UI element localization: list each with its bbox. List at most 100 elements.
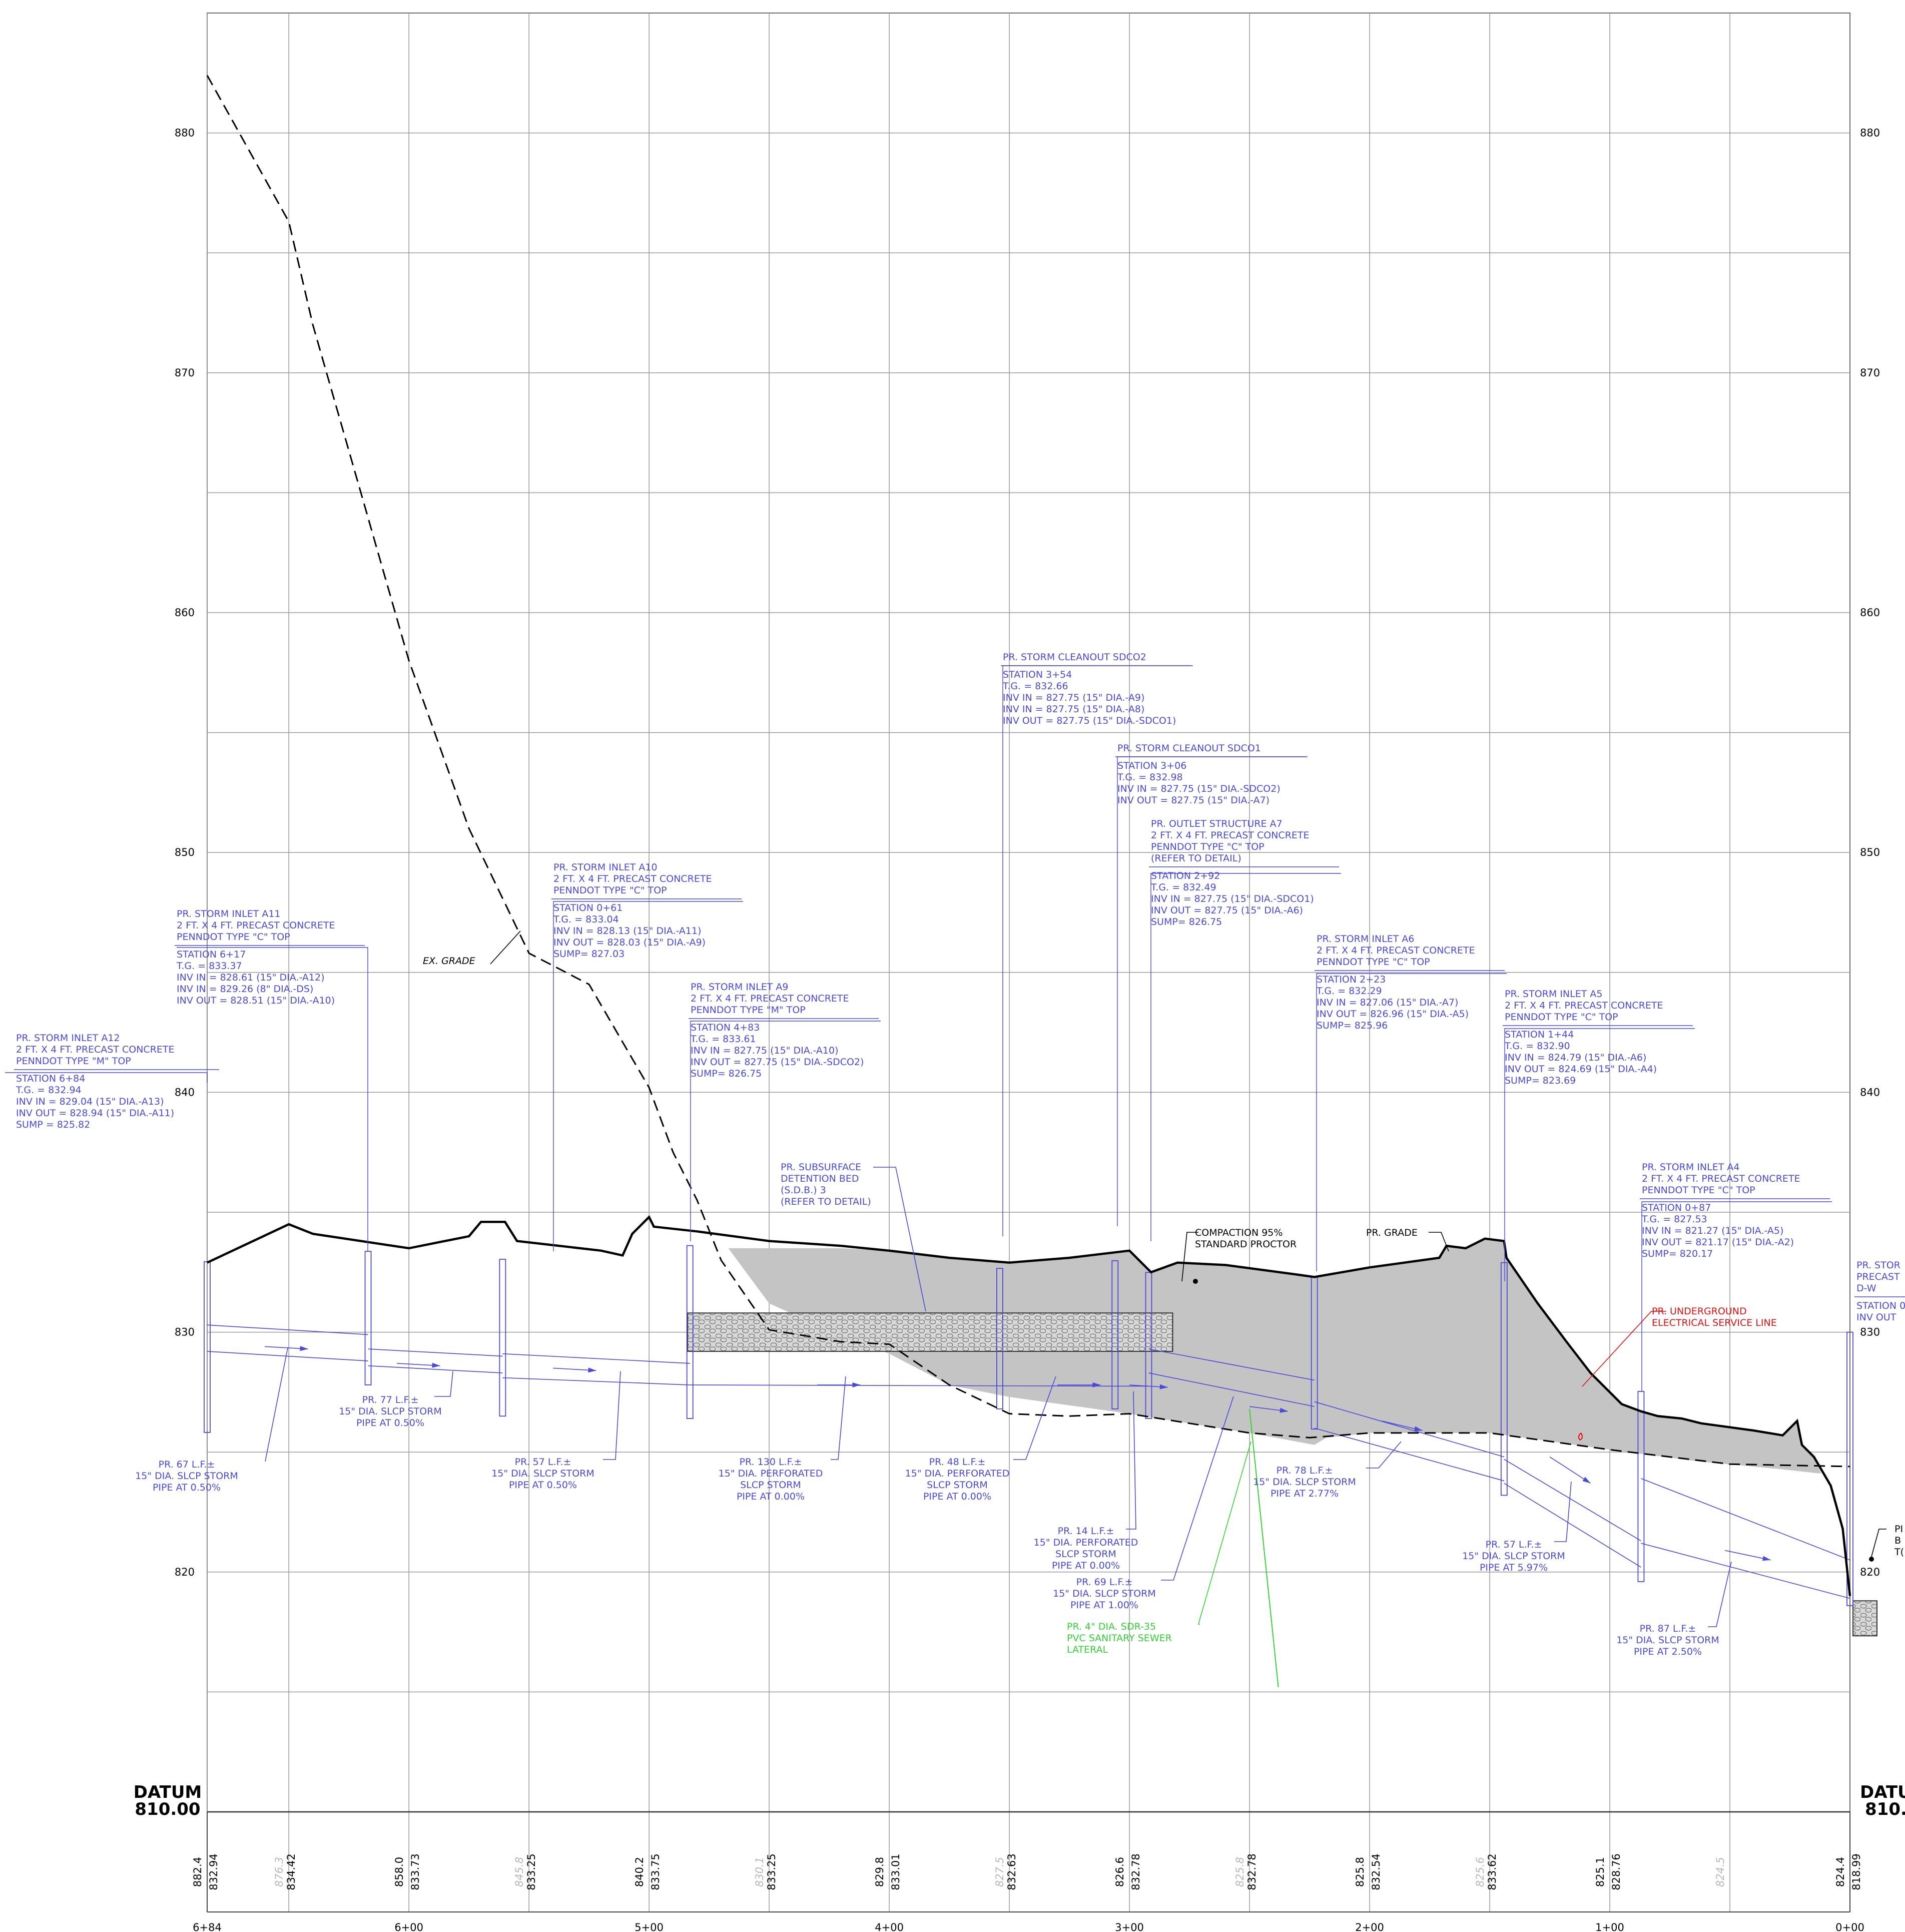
callout-line: PR. STORM INLET A6 [1317,933,1414,944]
callout-line: STATION 6+84 [16,1073,85,1084]
callout-line: ELECTRICAL SERVICE LINE [1652,1317,1777,1328]
pipe-line [1314,1401,1505,1458]
callout-line: PENNDOT TYPE "C" TOP [1642,1185,1755,1196]
elevation-existing: 840.2 [633,1857,646,1887]
callout-leader [690,1021,881,1241]
callout-line: T.G. = 832.94 [16,1085,82,1096]
compacted-fill-area [728,1238,1821,1474]
callout-line: STATION 3+54 [1003,669,1072,680]
pipe-line [1641,1543,1850,1599]
callout-line: PR. 77 L.F.± [362,1394,419,1405]
callout-line: INV OUT = 827.75 (15" DIA.-SDCO2) [691,1057,864,1068]
label-leader [1197,1441,1251,1625]
callout-line: INV OUT = 828.94 (15" DIA.-A11) [16,1108,174,1119]
structure-box [1145,1272,1152,1419]
callout-line: PR. STORM INLET A4 [1642,1162,1739,1173]
flow-arrow [1549,1457,1591,1484]
label-leader [490,930,521,964]
callout-line: INV OUT = 828.51 (15" DIA.-A10) [177,995,335,1006]
callout-line: 15" DIA. SLCP STORM [1053,1588,1156,1599]
pipe-line [207,1351,368,1361]
callout-line: (S.D.B.) 3 [781,1185,826,1196]
callout-line: STATION 1+44 [1505,1029,1574,1040]
callout-label: PR. STORM INLET A62 FT. X 4 FT. PRECAST … [1315,933,1505,1031]
elevation-proposed: 833.73 [409,1853,421,1890]
structure-box [1111,1260,1119,1409]
callout-leader [1150,873,1341,1241]
pipe-line [1314,1427,1505,1482]
structure-box [1846,1331,1853,1606]
label-leader [873,1167,926,1312]
callout-line: PIPE AT 0.50% [356,1417,424,1428]
flow-arrowhead [1762,1556,1771,1561]
elevation-proposed: 832.94 [208,1853,220,1890]
callout-line: PR. 78 L.F.± [1277,1465,1333,1476]
elevation-label-left: 870 [175,367,195,379]
flow-arrowhead [1092,1382,1101,1387]
callout-line: PR. STORM INLET A11 [177,908,281,919]
callout-line: PR. UNDERGROUND [1652,1306,1747,1317]
elevation-proposed: 832.78 [1246,1853,1258,1890]
callout-line: PR. STORM INLET A12 [16,1033,120,1044]
callout-line: INV IN = 829.26 (8" DIA.-DS) [177,984,313,995]
label-leader [603,1371,621,1460]
fill-area [728,1238,1821,1474]
grid: 880 880 870 870 860 860 850 850 840 840 830 830 820 8… [134,13,1905,1912]
structure-box [1637,1391,1645,1582]
elevation-existing: 829.8 [874,1857,886,1887]
callout-line: PIPE AT 0.00% [737,1491,805,1502]
callout-line: PR. 67 L.F.± [159,1459,215,1470]
callout-line: (REFER TO DETAIL) [781,1196,871,1207]
callout-line: DETENTION BED [781,1173,859,1184]
callout-label: COMPACTION 95%STANDARD PROCTOR [1195,1227,1297,1250]
label-leader [1013,1376,1056,1460]
callout-line: INV OUT = 826.96 (15" DIA.-A5) [1317,1009,1469,1020]
callout-line: STATION 3+06 [1117,760,1186,771]
callout-line: D-W [1856,1283,1876,1294]
elevation-proposed: 832.78 [1130,1853,1142,1890]
callout-line: SUMP= 820.17 [1642,1248,1713,1259]
elevation-label-left: 830 [175,1326,195,1338]
callout-line: INV IN = 828.61 (15" DIA.-A12) [177,972,325,983]
station-label: 6+00 [394,1921,423,1932]
elevation-existing: 826.6 [1114,1857,1126,1887]
label-leader [265,1347,288,1462]
callout-line: PR. STORM INLET A5 [1505,989,1602,1000]
callout-line: PR. 130 L.F.± [740,1457,802,1468]
callout-line: 15" DIA. SLCP STORM [339,1406,442,1417]
flow-arrowhead [588,1367,596,1373]
elevation-existing: 882.4 [192,1857,204,1887]
flow-arrowhead [432,1362,440,1368]
callout-leader [553,901,743,1251]
callout-line: PR. STORM INLET A10 [553,862,658,873]
callout-line: PR. STOR [1856,1260,1900,1271]
callout-line: SLCP STORM [927,1480,988,1491]
callout-line: T.G. = 832.49 [1150,882,1216,893]
label-leader [1554,1481,1572,1542]
callout-line: 15" DIA. PERFORATED [1034,1537,1138,1548]
callout-line: PR. 4" DIA. SDR-35 [1067,1621,1156,1632]
label-leader [1582,1311,1666,1387]
elevation-proposed: 833.01 [890,1853,902,1890]
elevation-existing-faint: 876.3 [273,1857,285,1887]
pipe-line [368,1348,503,1357]
station-label: 6+84 [193,1921,222,1932]
callout-line: SUMP= 827.03 [553,948,624,959]
callout-line: 15" DIA. SLCP STORM [1253,1477,1356,1488]
label-leader [1708,1561,1732,1627]
flow-arrowhead [1159,1384,1168,1389]
elevation-proposed: 833.25 [766,1853,778,1890]
leader-dot [1869,1557,1874,1562]
callout-line: STATION 0 [1856,1300,1905,1311]
elevation-label-left: 880 [175,127,195,139]
callout-line: (REFER TO DETAIL) [1151,853,1241,864]
callout-line: INV IN = 828.13 (15" DIA.-A11) [553,925,702,936]
callout-line: 2 FT. X 4 FT. PRECAST CONCRETE [16,1044,175,1055]
elevation-label-right: 820 [1860,1566,1880,1578]
callout-label: PR. OUTLET STRUCTURE A72 FT. X 4 FT. PRE… [1149,818,1339,927]
